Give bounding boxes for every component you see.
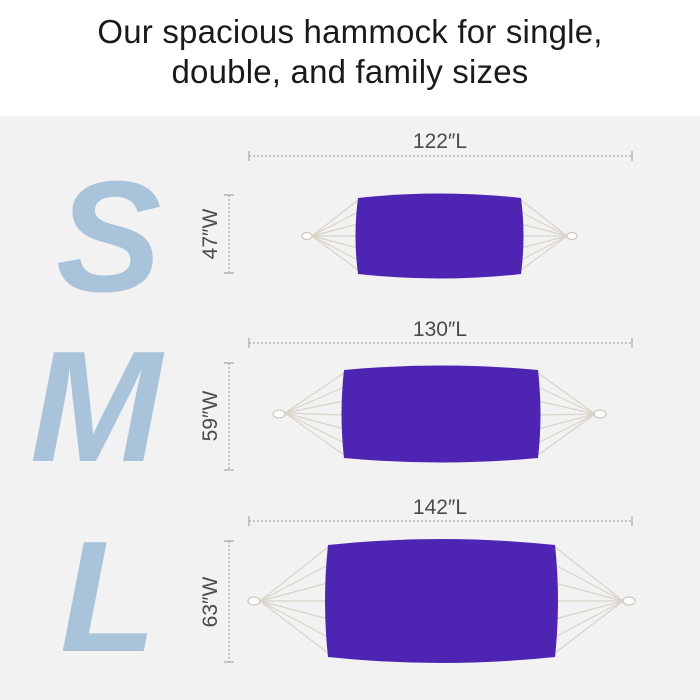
width-dimension-line-medium [224,362,234,471]
rope-right-small [520,199,578,271]
rope-left-medium [272,372,345,456]
length-dimension-line-medium [248,338,633,348]
headline: Our spacious hammock for single, double,… [0,12,700,92]
length-label-large: 142″L [412,496,468,519]
rope-left-large [247,546,329,654]
length-dimension-line-large [248,516,633,526]
width-dimension-line-small [224,194,234,274]
size-letter-small: S [56,149,162,325]
medium-hammock [224,338,633,471]
width-label-medium: 59″W [199,390,222,442]
hammock-fabric-small [355,193,524,279]
small-hammock [224,151,633,279]
length-label-small: 122″L [412,130,468,153]
header: Our spacious hammock for single, double,… [0,0,700,116]
hammock-fabric-large [325,539,558,663]
headline-line-1: Our spacious hammock for single, [97,13,603,50]
length-label-medium: 130″L [412,318,468,341]
size-letter-medium: M [30,319,162,495]
width-dimension-line-large [224,540,234,663]
hammock-fabric-medium [341,365,541,463]
large-hammock [224,516,636,663]
rope-right-medium [537,372,607,456]
width-label-small: 47″W [199,208,222,260]
size-letter-large: L [60,509,157,685]
headline-line-2: double, and family sizes [171,53,529,90]
rope-left-small [301,199,359,271]
length-dimension-line-small [248,151,633,161]
width-label-large: 63″W [199,576,222,628]
rope-right-large [554,546,636,654]
